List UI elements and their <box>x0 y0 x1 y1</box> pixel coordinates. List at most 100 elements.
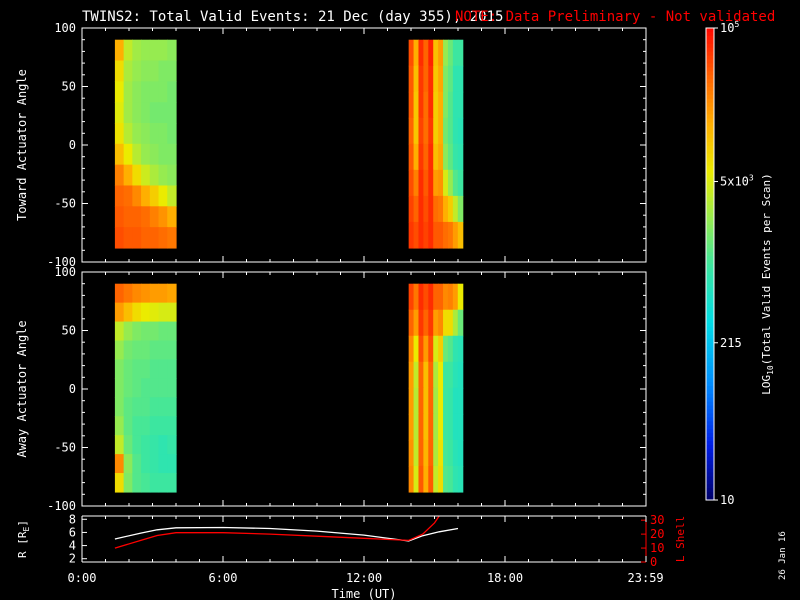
colorbar-segment <box>706 385 714 391</box>
heatmap-cell <box>158 283 168 304</box>
colorbar-segment <box>706 267 714 273</box>
figure-title: TWINS2: Total Valid Events: 21 Dec (day … <box>82 9 503 25</box>
heatmap-cell <box>132 416 142 436</box>
heatmap-cell <box>408 439 415 467</box>
heatmap-cell <box>438 361 444 389</box>
heatmap-cell <box>408 65 415 93</box>
heatmap-cell <box>457 195 464 223</box>
heatmap-cell <box>141 378 151 398</box>
heatmap-cell <box>114 123 125 145</box>
colorbar-segment <box>706 472 714 477</box>
colorbar-segment <box>706 287 714 293</box>
colorbar-segment <box>706 311 714 316</box>
heatmap-cell <box>457 465 464 493</box>
colorbar-segment <box>706 417 714 422</box>
colorbar-segment <box>706 240 714 245</box>
heatmap-cell <box>132 123 142 145</box>
heatmap-cell <box>413 195 420 223</box>
colorbar-segment <box>706 464 714 470</box>
heatmap-cell <box>418 335 424 363</box>
heatmap-cell <box>443 361 449 389</box>
heatmap-cell <box>167 185 177 207</box>
heatmap-cell <box>423 169 429 197</box>
colorbar-segment <box>706 189 714 194</box>
heatmap-cell <box>123 206 133 228</box>
heatmap-cell <box>167 454 177 474</box>
heatmap-cell <box>457 309 464 337</box>
colorbar-segment <box>706 429 714 434</box>
heatmap-cell <box>457 65 464 93</box>
heatmap-cell <box>423 465 429 493</box>
heatmap-cell <box>141 416 151 436</box>
heatmap-cell <box>167 416 177 436</box>
heatmap-cell <box>433 465 439 493</box>
colorbar-tick-base: 10 <box>720 493 734 507</box>
colorbar-segment <box>706 405 714 411</box>
heatmap-cell <box>413 169 420 197</box>
heatmap-cell <box>418 143 424 171</box>
colorbar-segment <box>706 448 714 454</box>
heatmap-cell <box>457 117 464 145</box>
heatmap-cells <box>114 39 464 249</box>
heatmap-cell <box>452 221 459 249</box>
heatmap-cell <box>443 91 449 119</box>
colorbar-segment <box>706 425 714 430</box>
colorbar-segment <box>706 228 714 234</box>
heatmap-cell <box>114 435 125 455</box>
heatmap-cell <box>167 302 177 323</box>
heatmap-cell <box>443 195 449 223</box>
colorbar-segment <box>706 138 714 143</box>
heatmap-cell <box>413 39 420 67</box>
heatmap-cell <box>428 143 434 171</box>
x-tick-label: 23:59 <box>628 571 664 585</box>
heatmap-cell <box>423 91 429 119</box>
y-tick-label: 0 <box>69 138 76 152</box>
heatmap-cell <box>132 473 142 493</box>
colorbar-segment <box>706 382 714 387</box>
colorbar-title-rest: (Total Valid Events per Scan) <box>760 173 773 365</box>
colorbar-segment <box>706 299 714 304</box>
heatmap-cell <box>423 143 429 171</box>
colorbar-segment <box>706 153 714 159</box>
heatmap-cell <box>408 39 415 67</box>
heatmap-cell <box>123 321 133 342</box>
heatmap-cell <box>443 169 449 197</box>
heatmap-cell <box>457 387 464 415</box>
colorbar-segment <box>706 146 714 151</box>
heatmap-cell <box>141 185 151 207</box>
heatmap-cell <box>167 39 177 62</box>
heatmap-cell <box>423 195 429 223</box>
colorbar-tick-base: 215 <box>720 336 742 350</box>
y-axis-title-sub: E <box>22 526 31 531</box>
heatmap-cell <box>452 117 459 145</box>
heatmap-cell <box>114 454 125 474</box>
heatmap-cell <box>141 473 151 493</box>
y2-tick-label: 0 <box>650 555 657 569</box>
colorbar-segment <box>706 67 714 72</box>
colorbar-tick-exp: 3 <box>749 174 754 183</box>
heatmap-cell <box>428 387 434 415</box>
heatmap-cell <box>408 465 415 493</box>
colorbar-segment <box>706 441 714 446</box>
heatmap-cell <box>158 39 168 62</box>
colorbar-segment <box>706 90 714 96</box>
heatmap-cell <box>114 164 125 187</box>
heatmap-cell <box>149 123 160 145</box>
heatmap-cell <box>167 397 177 417</box>
y-tick-label: -50 <box>54 441 76 455</box>
heatmap-cell <box>423 65 429 93</box>
heatmap-cell <box>443 387 449 415</box>
colorbar-title-sub: 10 <box>766 365 775 375</box>
orbit-lines <box>114 515 459 549</box>
heatmap-cell <box>443 309 449 337</box>
heatmap-cell <box>123 39 133 62</box>
heatmap-cell <box>423 221 429 249</box>
heatmap-cell <box>452 91 459 119</box>
heatmap-cell <box>132 359 142 379</box>
heatmap-cell <box>408 169 415 197</box>
heatmap-cell <box>457 283 464 311</box>
colorbar-segment <box>706 181 714 186</box>
heatmap-cell <box>433 361 439 389</box>
